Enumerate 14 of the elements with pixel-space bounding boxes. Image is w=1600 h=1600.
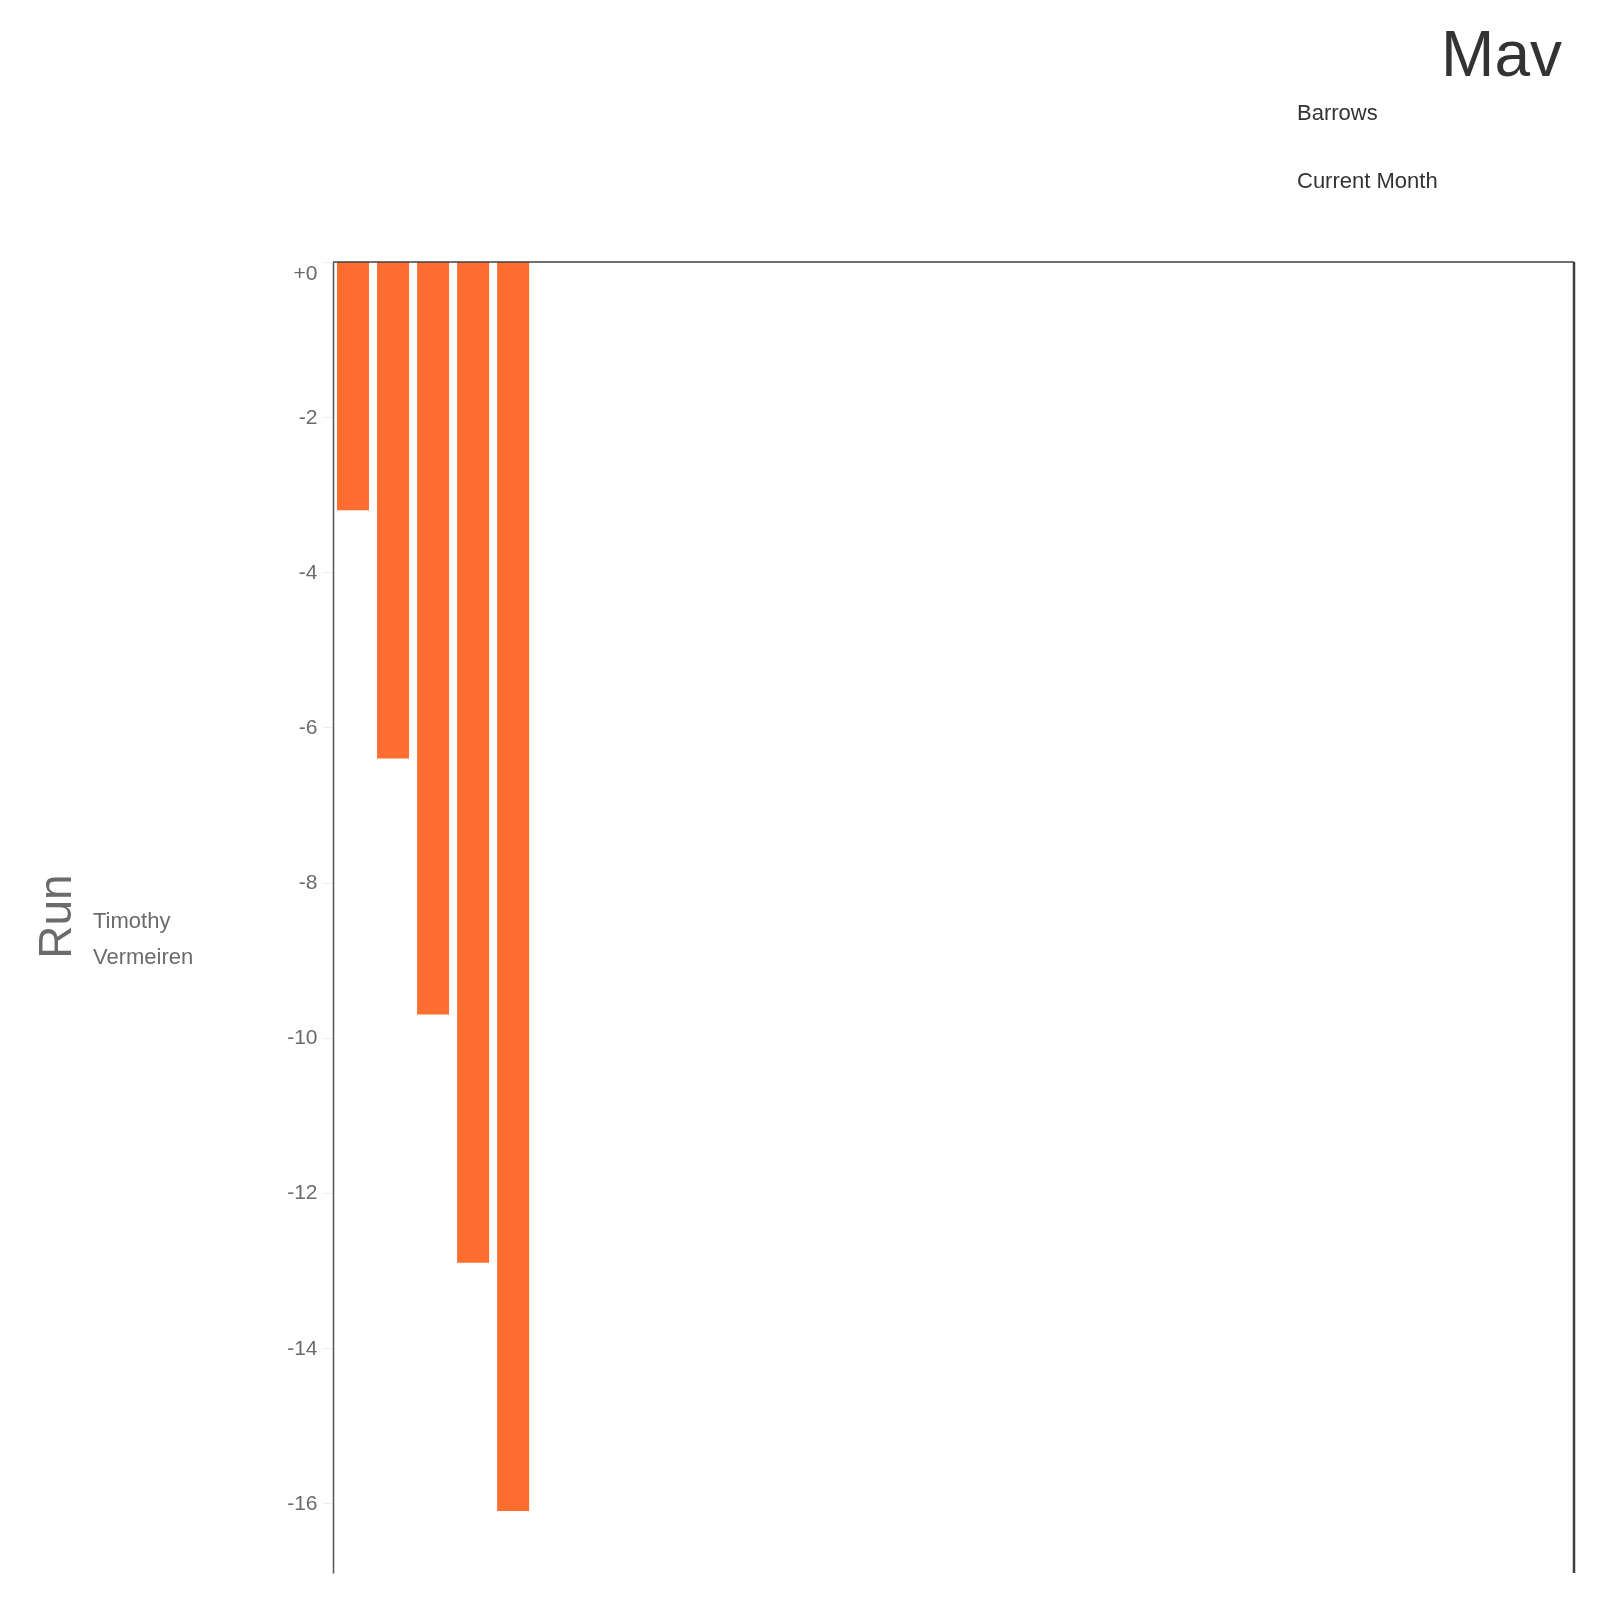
y-tick-label: -4 (298, 559, 318, 583)
chart-subtitle: Barrows (1297, 100, 1378, 125)
text: Timothy Vermeiren (93, 908, 194, 969)
y-tick-label: -10 (287, 1025, 318, 1049)
y-tick-label: -2 (298, 404, 318, 428)
text: Current Month (1297, 168, 1438, 193)
chart-title: Mav (1441, 18, 1562, 90)
y-tick-label: -12 (287, 1180, 318, 1204)
y-axis-title: Run (28, 874, 81, 959)
y-tick-label: -14 (287, 1335, 318, 1359)
y-tick-label: -16 (287, 1490, 318, 1514)
y-tick-label: -6 (298, 714, 318, 738)
y-tick-label: +0 (293, 260, 318, 284)
y-tick-label: -8 (298, 870, 318, 894)
